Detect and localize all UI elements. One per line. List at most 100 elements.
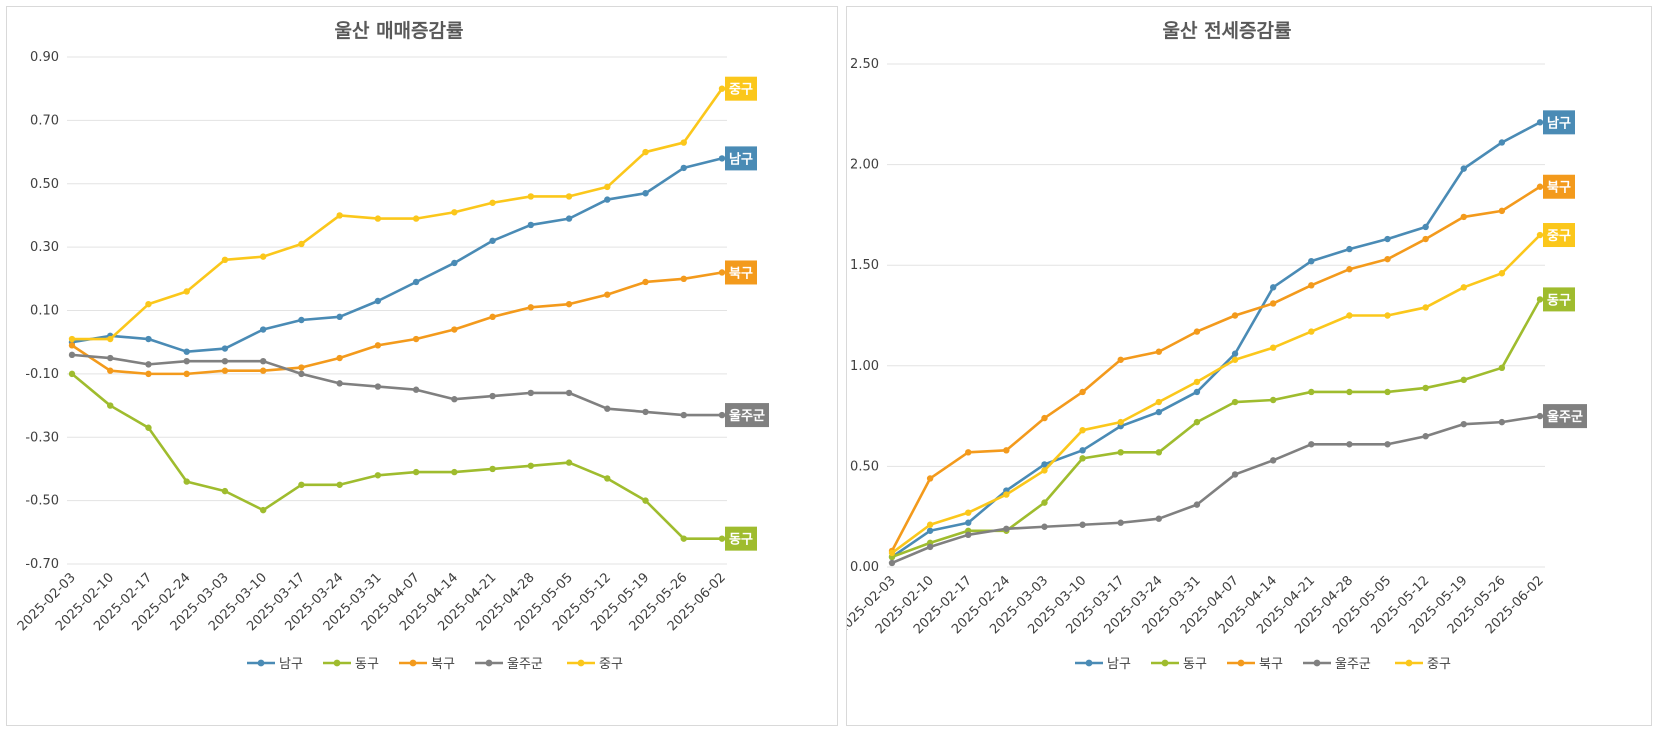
data-point — [336, 481, 343, 488]
data-point — [1536, 183, 1544, 190]
data-point — [604, 291, 611, 298]
end-label-남구: 남구 — [1547, 115, 1571, 131]
series-line-울주군 — [71, 353, 722, 417]
data-point — [68, 370, 76, 378]
data-point — [1231, 312, 1239, 319]
end-label-동구: 동구 — [1547, 293, 1571, 308]
data-point — [1536, 412, 1544, 420]
data-point — [926, 527, 934, 534]
data-point — [183, 348, 190, 355]
series-line-동구 — [71, 372, 722, 540]
data-point — [965, 509, 972, 516]
data-point — [412, 386, 420, 393]
data-point — [1003, 491, 1010, 498]
series-line-중구 — [891, 234, 1541, 554]
y-tick-label: 0.10 — [30, 304, 59, 319]
data-point — [565, 300, 573, 308]
data-point — [1460, 213, 1467, 221]
data-point — [1231, 356, 1239, 363]
data-point — [926, 475, 934, 482]
y-tick-label: 1.50 — [850, 258, 879, 273]
data-point — [604, 475, 611, 482]
data-point — [642, 148, 649, 156]
legend-entry-중구: 중구 — [599, 657, 623, 672]
sale-change-chart: 울산 매매증감률 0.90 0.70 0.50 0.30 0.10 -0.10 -0.30 -0… — [15, 20, 769, 672]
data-point — [718, 85, 726, 92]
data-point — [68, 335, 76, 343]
data-point — [680, 275, 687, 283]
data-point — [642, 408, 649, 416]
data-point — [1117, 356, 1124, 363]
data-point — [718, 535, 726, 542]
data-point — [565, 193, 573, 200]
data-point — [1231, 398, 1239, 406]
end-label-box — [1543, 404, 1587, 429]
data-point — [298, 316, 305, 324]
legend-entry-울주군: 울주군 — [507, 657, 543, 672]
data-point — [298, 364, 305, 371]
data-point — [888, 549, 896, 557]
end-label-box — [725, 76, 757, 101]
end-label-북구: 북구 — [1547, 181, 1571, 196]
data-point — [374, 342, 382, 349]
y-tick-label: 0.30 — [30, 240, 59, 255]
lease-change-chart-panel: 울산 전세증감률 2.50 2.00 1.50 1.00 0.50 0.00 2025-02-… — [846, 6, 1652, 726]
end-label-동구: 동구 — [729, 533, 753, 548]
data-point — [68, 351, 76, 359]
data-point — [68, 342, 76, 349]
data-point — [680, 411, 687, 419]
legend-marker — [1405, 659, 1413, 667]
data-point — [221, 367, 229, 374]
data-point — [259, 326, 267, 333]
y-tick-label: -0.70 — [25, 557, 59, 572]
data-point — [259, 506, 267, 514]
end-label-box — [1543, 223, 1575, 248]
data-point — [451, 259, 458, 267]
data-point — [718, 411, 726, 419]
legend-marker — [409, 659, 417, 667]
data-point — [1498, 364, 1506, 372]
data-point — [1422, 384, 1429, 392]
y-tick-label: 0.00 — [850, 560, 879, 575]
data-point — [412, 215, 420, 222]
data-point — [1117, 418, 1124, 426]
data-point — [1003, 447, 1010, 454]
end-label-남구: 남구 — [729, 151, 753, 167]
end-label-울주군: 울주군 — [1547, 409, 1583, 425]
data-point — [336, 313, 343, 321]
data-point — [1460, 420, 1467, 428]
data-point — [1422, 223, 1429, 231]
data-point — [1536, 231, 1544, 239]
legend-marker — [1313, 659, 1321, 667]
data-point — [527, 193, 535, 200]
data-point — [1308, 441, 1315, 448]
data-point — [926, 521, 934, 528]
data-point — [298, 370, 305, 378]
data-point — [1079, 455, 1086, 462]
data-point — [489, 313, 496, 321]
y-tick-label: -0.10 — [25, 367, 59, 382]
data-point — [1460, 165, 1467, 172]
y-tick-label: 0.50 — [30, 177, 59, 192]
data-point — [374, 472, 382, 479]
end-label-북구: 북구 — [729, 266, 753, 281]
end-label-중구: 중구 — [729, 83, 753, 98]
data-point — [451, 396, 458, 403]
series-line-남구 — [891, 121, 1541, 559]
end-label-울주군: 울주군 — [729, 408, 765, 424]
series-line-남구 — [71, 157, 723, 353]
data-point — [527, 304, 535, 311]
data-point — [412, 335, 420, 343]
end-label-box — [1543, 110, 1575, 135]
end-label-box — [1543, 174, 1575, 199]
data-point — [336, 212, 343, 219]
data-point — [1536, 119, 1544, 126]
data-point — [145, 300, 152, 308]
data-point — [926, 543, 934, 551]
y-tick-label: 0.90 — [30, 50, 59, 65]
legend-marker — [1085, 659, 1093, 667]
data-point — [107, 367, 114, 374]
data-point — [107, 402, 114, 409]
data-point — [1155, 515, 1163, 522]
data-point — [604, 183, 611, 191]
